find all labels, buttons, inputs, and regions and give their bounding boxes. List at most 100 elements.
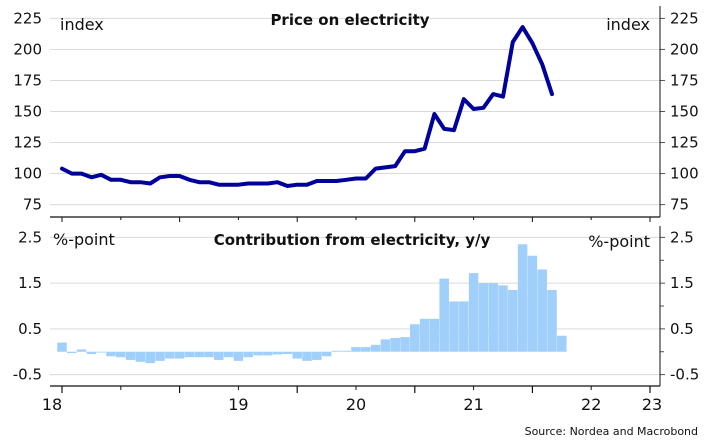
contribution-bar xyxy=(321,351,332,357)
contribution-bar xyxy=(419,318,430,352)
contribution-bar xyxy=(125,351,136,360)
y-tick-label-right: 150 xyxy=(670,103,699,121)
price-point xyxy=(267,182,269,184)
contribution-bar xyxy=(86,351,97,354)
contribution-bar xyxy=(106,351,116,357)
price-point xyxy=(306,184,308,186)
y-tick-label-left: -0.5 xyxy=(13,366,42,384)
price-point xyxy=(159,176,161,178)
contribution-chart-title: Contribution from electricity, y/y xyxy=(214,231,491,249)
price-point xyxy=(120,179,122,181)
price-point xyxy=(81,173,83,175)
price-point xyxy=(237,184,239,186)
price-point xyxy=(482,107,484,109)
price-point xyxy=(286,185,288,187)
contribution-panel: 2.5 2.5 1.5 1.5 0.5 0.5 -0.5 -0.5 xyxy=(13,226,699,387)
price-point xyxy=(316,180,318,182)
price-point xyxy=(414,150,416,152)
price-point xyxy=(531,42,533,44)
price-point xyxy=(512,41,514,43)
price-point xyxy=(130,181,132,183)
y-tick-label-left: 2.5 xyxy=(18,228,42,246)
price-point xyxy=(522,26,524,28)
contribution-bar xyxy=(233,351,244,361)
source-note: Source: Nordea and Macrobond xyxy=(525,425,698,438)
y-tick-label-left: 100 xyxy=(13,165,42,183)
price-point xyxy=(139,181,141,183)
contribution-bar xyxy=(135,351,146,362)
price-point xyxy=(345,179,347,181)
contribution-bar xyxy=(380,339,391,352)
price-point xyxy=(100,174,102,176)
y-tick-label-left: 225 xyxy=(13,9,42,27)
price-point xyxy=(247,182,249,184)
price-point xyxy=(404,150,406,152)
price-point xyxy=(218,184,220,186)
y-tick-label-right: 175 xyxy=(670,71,699,89)
contribution-bar xyxy=(439,278,449,352)
contribution-bar xyxy=(459,301,469,352)
contribution-bar xyxy=(400,337,410,352)
contribution-bar xyxy=(116,351,126,358)
x-tick-label: 22 xyxy=(581,395,601,414)
x-tick-label: 18 xyxy=(42,395,62,414)
price-point xyxy=(188,179,190,181)
contribution-bar xyxy=(498,285,508,352)
price-point xyxy=(228,184,230,186)
price-unit-right: index xyxy=(606,15,650,34)
price-point xyxy=(257,182,259,184)
y-tick-label-right: 225 xyxy=(670,9,699,27)
price-point xyxy=(473,108,475,110)
y-tick-label-left: 0.5 xyxy=(18,320,42,338)
contribution-bar xyxy=(341,350,351,352)
contribution-bar xyxy=(508,290,518,352)
y-tick-label-right: 100 xyxy=(670,165,699,183)
price-point xyxy=(492,93,494,95)
price-point xyxy=(110,179,112,181)
contribution-bar xyxy=(155,351,165,361)
contribution-bar xyxy=(67,351,77,354)
price-point xyxy=(90,176,92,178)
contribution-bar xyxy=(557,335,567,352)
y-tick-label-left: 75 xyxy=(23,196,42,214)
price-point xyxy=(433,113,435,115)
price-point xyxy=(326,180,328,182)
contribution-bar xyxy=(243,351,253,358)
contribution-bar xyxy=(370,344,381,352)
x-tick-label: 19 xyxy=(228,395,248,414)
contribution-bar xyxy=(96,351,106,353)
price-point xyxy=(149,182,151,184)
y-tick-label-right: 200 xyxy=(670,40,699,58)
contribution-bar xyxy=(361,347,371,352)
contribution-bar xyxy=(331,350,342,352)
price-point xyxy=(61,168,63,170)
contribution-bar xyxy=(449,301,459,352)
contribution-bar xyxy=(184,351,195,358)
price-point xyxy=(394,165,396,167)
contribution-bar xyxy=(174,351,185,359)
contribution-bar xyxy=(351,347,361,352)
y-tick-label-right: 2.5 xyxy=(670,228,694,246)
contribution-bar xyxy=(292,351,302,359)
contribution-bar xyxy=(165,351,175,359)
y-tick-label-right: 0.5 xyxy=(670,320,694,338)
contribution-bar xyxy=(145,351,155,364)
y-tick-label-left: 1.5 xyxy=(18,274,42,292)
contribution-bar xyxy=(429,318,440,352)
contribution-bar xyxy=(76,349,87,352)
y-tick-label-right: -0.5 xyxy=(670,366,699,384)
y-tick-label-left: 150 xyxy=(13,103,42,121)
y-tick-label-right: 1.5 xyxy=(670,274,694,292)
price-point xyxy=(443,128,445,130)
contribution-bar xyxy=(204,351,214,358)
price-point xyxy=(551,93,553,95)
price-point xyxy=(335,180,337,182)
y-tick-label-right: 125 xyxy=(670,134,699,152)
y-tick-label-left: 175 xyxy=(13,71,42,89)
y-tick-label-left: 200 xyxy=(13,40,42,58)
price-point xyxy=(169,175,171,177)
price-point xyxy=(71,173,73,175)
contribution-bar xyxy=(194,351,204,358)
contribution-bar xyxy=(302,351,312,361)
